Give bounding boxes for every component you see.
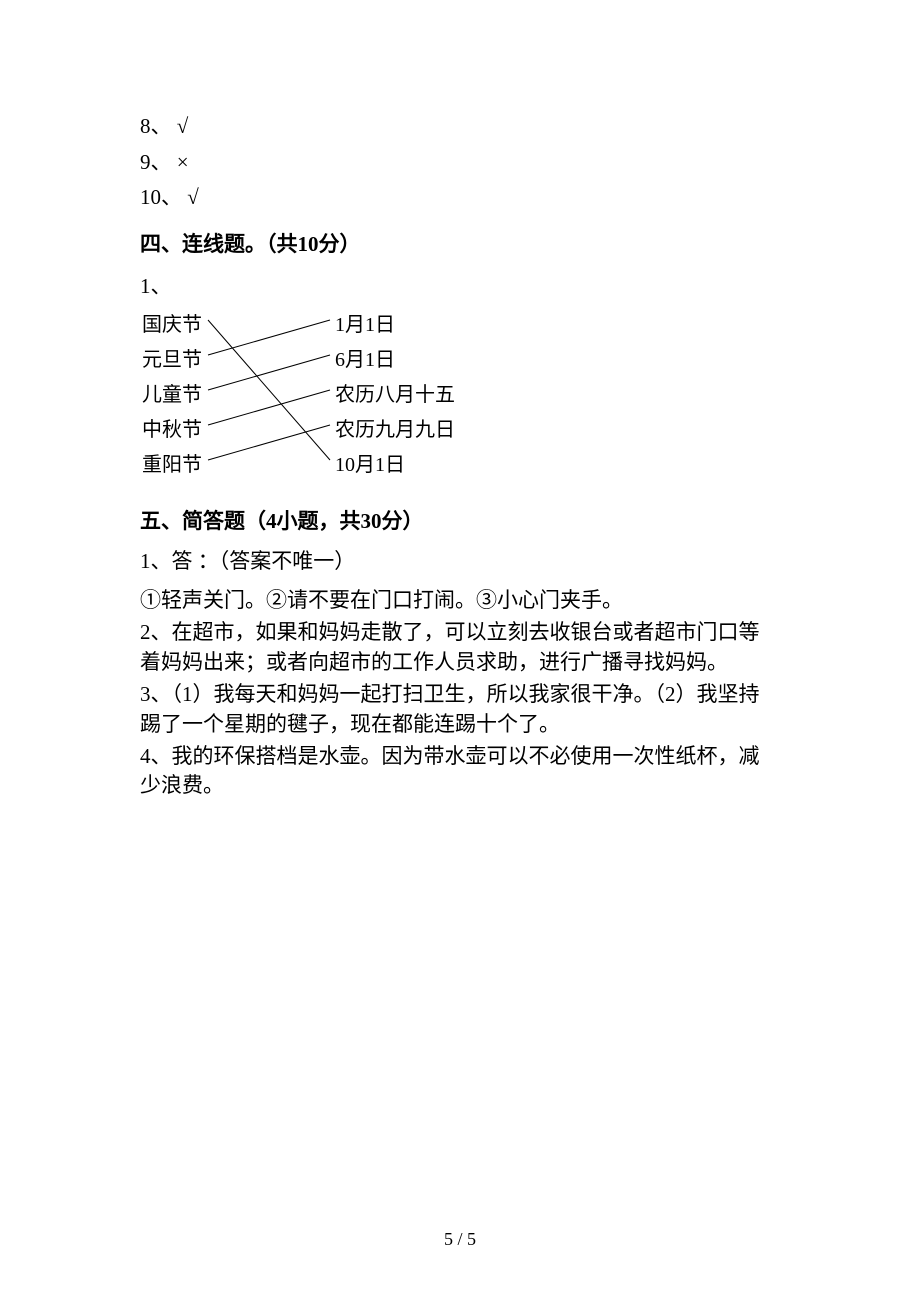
match-left-item: 国庆节	[142, 308, 202, 337]
question-1-label: 1、	[140, 270, 780, 300]
true-false-list: 8、 √ 9、 × 10、 √	[140, 110, 780, 214]
page-number: 5 / 5	[0, 1229, 920, 1250]
answer-4: 4、我的环保搭档是水壶。因为带水壶可以不必使用一次性纸杯，减少浪费。	[140, 742, 780, 802]
answer-1-line2: ①轻声关门。②请不要在门口打闹。③小心门夹手。	[140, 586, 780, 616]
tf-mark: √	[187, 185, 199, 209]
match-right-item: 农历九月九日	[335, 413, 455, 442]
tf-num: 8、	[140, 114, 172, 138]
tf-num: 9、	[140, 150, 172, 174]
match-right-item: 6月1日	[335, 343, 395, 372]
section-5-heading: 五、简答题（4小题，共30分）	[140, 505, 780, 535]
match-left-item: 重阳节	[142, 448, 202, 477]
match-left-item: 儿童节	[142, 378, 202, 407]
match-right-item: 农历八月十五	[335, 378, 455, 407]
match-left-item: 元旦节	[142, 343, 202, 372]
matching-diagram: 国庆节 元旦节 儿童节 中秋节 重阳节 1月1日 6月1日 农历八月十五 农历九…	[140, 306, 460, 491]
match-right-item: 1月1日	[335, 308, 395, 337]
tf-num: 10、	[140, 185, 182, 209]
match-left-item: 中秋节	[142, 413, 202, 442]
match-right-item: 10月1日	[335, 448, 405, 477]
answer-2: 2、在超市，如果和妈妈走散了，可以立刻去收银台或者超市门口等着妈妈出来；或者向超…	[140, 618, 780, 678]
answer-1-line1: 1、答 ：（答案不唯一）	[140, 547, 780, 577]
answer-3: 3、（1）我每天和妈妈一起打扫卫生，所以我家很干净。（2）我坚持踢了一个星期的毽…	[140, 680, 780, 740]
tf-mark: ×	[177, 150, 189, 174]
tf-item: 8、 √	[140, 110, 780, 143]
section-4-heading: 四、连线题。（共10分）	[140, 228, 780, 258]
tf-mark: √	[177, 114, 189, 138]
tf-item: 9、 ×	[140, 146, 780, 179]
tf-item: 10、 √	[140, 181, 780, 214]
